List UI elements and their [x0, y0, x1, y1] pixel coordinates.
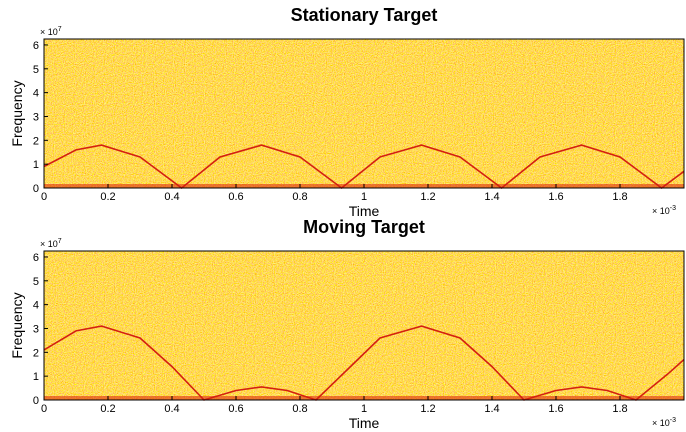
- x-tick-label: 1: [361, 191, 367, 203]
- y-tick-label: 3: [33, 111, 39, 123]
- chart-title: Moving Target: [303, 217, 425, 237]
- y-multiplier: × 107: [40, 26, 62, 37]
- x-tick-label: 0.8: [292, 191, 307, 203]
- y-tick-label: 3: [33, 323, 39, 335]
- x-tick-label: 0: [41, 191, 47, 203]
- x-tick-label: 0.2: [100, 191, 115, 203]
- y-multiplier: × 107: [40, 238, 62, 249]
- x-tick-label: 1.8: [612, 403, 627, 415]
- x-tick-label: 1: [361, 403, 367, 415]
- y-tick-label: 1: [33, 159, 39, 171]
- x-tick-label: 1.8: [612, 191, 627, 203]
- y-multiplier-base: × 10: [40, 27, 58, 37]
- x-tick-label: 0.6: [228, 191, 243, 203]
- x-tick-label: 1.6: [548, 403, 563, 415]
- x-tick-label: 1.2: [420, 191, 435, 203]
- x-tick-label: 0.8: [292, 403, 307, 415]
- x-multiplier: × 10-3: [652, 205, 676, 216]
- y-tick-label: 2: [33, 347, 39, 359]
- x-tick-label: 1.4: [484, 403, 499, 415]
- y-multiplier-exponent: 7: [58, 26, 62, 33]
- y-axis-label: Frequency: [9, 292, 25, 358]
- y-tick-label: 6: [33, 252, 39, 264]
- spectrogram-background: [44, 251, 684, 400]
- x-axis-label: Time: [349, 415, 380, 431]
- chart-title: Stationary Target: [291, 5, 438, 25]
- x-tick-label: 1.2: [420, 403, 435, 415]
- x-tick-label: 0.4: [164, 403, 179, 415]
- x-multiplier-base: × 10: [652, 206, 670, 216]
- y-tick-label: 0: [33, 183, 39, 195]
- y-tick-label: 1: [33, 371, 39, 383]
- x-tick-label: 0: [41, 403, 47, 415]
- y-tick-label: 4: [33, 300, 39, 312]
- x-tick-label: 0.2: [100, 403, 115, 415]
- frequency-curve: [43, 325, 685, 401]
- y-multiplier-base: × 10: [40, 239, 58, 249]
- y-tick-label: 2: [33, 135, 39, 147]
- x-multiplier-exponent: -3: [670, 205, 676, 212]
- x-tick-label: 1.4: [484, 191, 499, 203]
- x-axis-label: Time: [349, 203, 380, 219]
- x-tick-label: 0.4: [164, 191, 179, 203]
- x-tick-label: 0.6: [228, 403, 243, 415]
- y-tick-label: 5: [33, 64, 39, 76]
- x-multiplier-exponent: -3: [670, 417, 676, 424]
- x-multiplier: × 10-3: [652, 417, 676, 428]
- y-tick-label: 4: [33, 88, 39, 100]
- frequency-curve: [43, 144, 685, 190]
- y-tick-label: 0: [33, 395, 39, 407]
- y-tick-label: 6: [33, 40, 39, 52]
- y-axis-label: Frequency: [9, 80, 25, 146]
- y-tick-label: 5: [33, 276, 39, 288]
- x-multiplier-base: × 10: [652, 418, 670, 428]
- x-tick-label: 1.6: [548, 191, 563, 203]
- y-multiplier-exponent: 7: [58, 238, 62, 245]
- spectrogram-background: [44, 39, 684, 188]
